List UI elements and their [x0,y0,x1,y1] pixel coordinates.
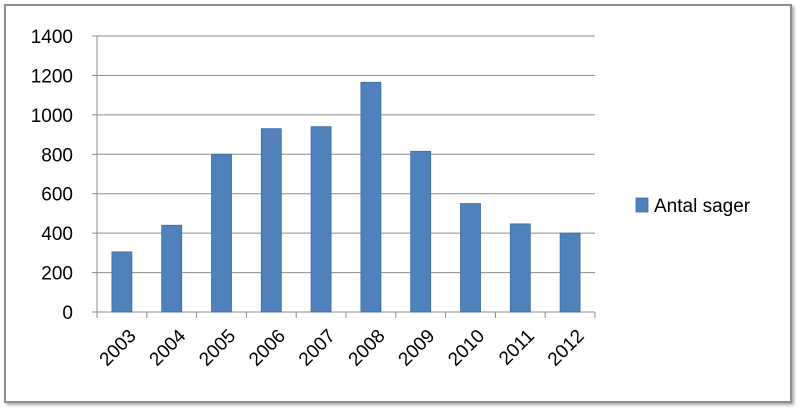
bar [460,203,481,313]
y-tick-labels: 0 200 400 600 800 1000 1200 1400 [31,27,73,324]
x-tick-label: 2004 [146,325,191,370]
bar [211,153,232,313]
bar [310,126,332,313]
x-tick-label: 2006 [245,326,290,371]
x-tick-label: 2011 [495,326,539,370]
x-tick-label: 2008 [345,326,390,371]
bar [260,128,282,313]
bar [111,251,133,313]
y-tick-label: 200 [41,264,73,285]
x-tick-label: 2010 [444,326,489,371]
legend: Antal sager [635,196,751,217]
y-tick-label: 1400 [31,27,73,48]
bar [161,224,183,313]
bars [111,81,581,313]
bar [509,223,531,313]
y-tick-label: 1000 [31,106,73,127]
y-tick-label: 600 [41,185,73,206]
y-tick-label: 1200 [31,66,73,87]
x-tick-labels: 2003 2004 2005 2006 2007 2008 2009 2010 2011 2012 [96,325,589,370]
y-tick-label: 400 [41,224,73,245]
legend-swatch [635,197,649,213]
bar [410,150,432,313]
x-tick-label: 2012 [544,326,589,371]
x-tick-label: 2005 [195,326,240,371]
x-tick-label: 2003 [96,326,141,371]
y-tick-label: 0 [62,303,73,324]
y-tick-label: 800 [41,145,73,166]
legend-label: Antal sager [654,196,751,217]
x-tick-label: 2007 [295,326,340,371]
bar [360,81,382,313]
x-tick-label: 2009 [395,326,440,371]
chart-frame [4,4,792,403]
bar [559,232,581,313]
